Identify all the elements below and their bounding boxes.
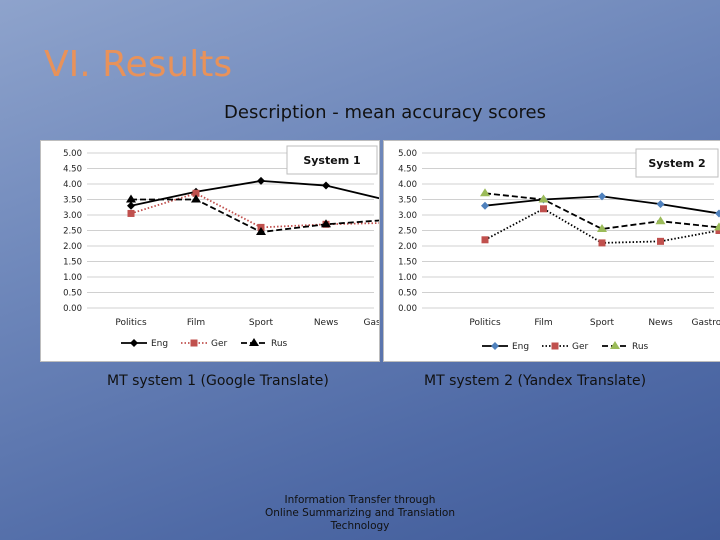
x-tick-label: News	[314, 318, 339, 328]
data-point-rus	[714, 222, 720, 231]
data-point-rus	[597, 223, 607, 232]
y-tick-label: 1.50	[63, 258, 82, 268]
chart-title-box	[635, 148, 719, 178]
data-point-eng	[598, 192, 606, 201]
chart-title: System 1	[303, 154, 360, 167]
y-tick-label: 0.00	[63, 304, 82, 314]
y-tick-label: 1.50	[398, 258, 417, 268]
footer-line-2: Online Summarizing and Translation	[264, 507, 456, 519]
x-tick-label: Film	[187, 318, 205, 328]
y-tick-label: 1.00	[398, 273, 417, 283]
y-tick-label: 0.00	[398, 304, 417, 314]
legend-marker-eng	[491, 342, 499, 350]
y-tick-label: 3.50	[63, 196, 82, 206]
y-tick-label: 3.50	[398, 196, 417, 206]
data-point-rus	[538, 194, 549, 203]
x-tick-label: Sport	[590, 318, 615, 328]
caption-system-1: MT system 1 (Google Translate)	[107, 373, 329, 389]
data-point-eng	[127, 201, 135, 210]
series-line-rus	[131, 198, 379, 233]
legend-label-eng: Eng	[151, 339, 168, 349]
legend-marker-rus	[610, 341, 620, 349]
series-line-rus	[484, 192, 720, 230]
chart-title: System 2	[648, 157, 705, 170]
y-tick-label: 4.50	[63, 165, 82, 175]
y-tick-label: 2.50	[398, 227, 417, 237]
legend-marker-ger	[551, 342, 559, 350]
data-point-ger	[127, 209, 135, 217]
legend-label-ger: Ger	[211, 339, 228, 349]
data-point-ger	[481, 236, 489, 244]
legend-label-eng: Eng	[512, 342, 529, 352]
y-tick-label: 3.00	[398, 211, 417, 221]
data-point-rus	[126, 194, 136, 203]
legend-label-rus: Rus	[632, 342, 649, 352]
y-tick-label: 2.50	[63, 227, 82, 237]
slide-subtitle: Description - mean accuracy scores	[224, 102, 546, 123]
data-point-ger	[598, 239, 606, 247]
data-point-ger	[192, 189, 200, 197]
data-point-rus	[480, 188, 490, 197]
y-tick-label: 2.00	[398, 242, 417, 252]
line-chart-system-1: 0.00 0.50 1.00 1.50 2.00 2.50 3.00 3.50 4.00 4.50…	[63, 145, 379, 349]
data-point-ger	[715, 227, 720, 234]
legend-marker-eng	[130, 339, 138, 347]
data-point-eng	[322, 181, 330, 190]
y-tick-label: 1.00	[63, 273, 82, 283]
data-point-eng	[257, 176, 265, 185]
chart-panel-system-1: 0.00 0.50 1.00 1.50 2.00 2.50 3.00 3.50 4.00 4.50…	[40, 140, 380, 362]
x-tick-label: Gastronomy	[363, 318, 379, 328]
line-chart-system-2: 0.00 0.50 1.00 1.50 2.00 2.50 3.00 3.50 4.00 4.50…	[398, 148, 720, 352]
legend-marker-rus	[249, 338, 259, 346]
x-tick-label: Sport	[249, 318, 274, 328]
x-tick-label: News	[648, 318, 673, 328]
data-point-rus	[191, 194, 201, 203]
data-point-rus	[321, 219, 331, 228]
y-tick-label: 5.00	[398, 149, 417, 159]
chart-panel-system-2: 0.00 0.50 1.00 1.50 2.00 2.50 3.00 3.50 4.00 4.50…	[383, 140, 720, 362]
x-tick-label: Gastronomy	[691, 318, 720, 328]
data-point-eng	[656, 200, 665, 209]
data-point-eng	[481, 201, 489, 210]
y-tick-label: 4.50	[398, 165, 417, 175]
legend-label-ger: Ger	[572, 342, 589, 352]
x-tick-label: Politics	[115, 318, 147, 328]
y-tick-label: 2.00	[63, 242, 82, 252]
y-tick-label: 4.00	[63, 180, 82, 190]
footer-text: Information Transfer through Online Summ…	[250, 494, 470, 533]
footer-line-1: Information Transfer through	[284, 494, 436, 506]
y-tick-label: 5.00	[63, 149, 82, 159]
x-tick-label: Politics	[469, 318, 501, 328]
data-point-rus	[256, 227, 266, 236]
data-point-eng	[715, 209, 720, 218]
footer-line-3: Technology	[330, 520, 390, 532]
data-point-ger	[657, 237, 664, 245]
x-tick-label: Film	[534, 318, 552, 328]
caption-system-2: MT system 2 (Yandex Translate)	[424, 373, 647, 389]
chart-title-box	[286, 145, 378, 175]
y-tick-label: 3.00	[63, 211, 82, 221]
y-tick-label: 0.50	[63, 289, 82, 299]
legend-marker-ger	[190, 339, 198, 347]
slide-title: VI. Results	[44, 44, 233, 85]
y-tick-label: 0.50	[398, 289, 417, 299]
legend-label-rus: Rus	[271, 339, 288, 349]
data-point-ger	[540, 205, 547, 213]
y-tick-label: 4.00	[398, 180, 417, 190]
data-point-rus	[655, 216, 666, 225]
